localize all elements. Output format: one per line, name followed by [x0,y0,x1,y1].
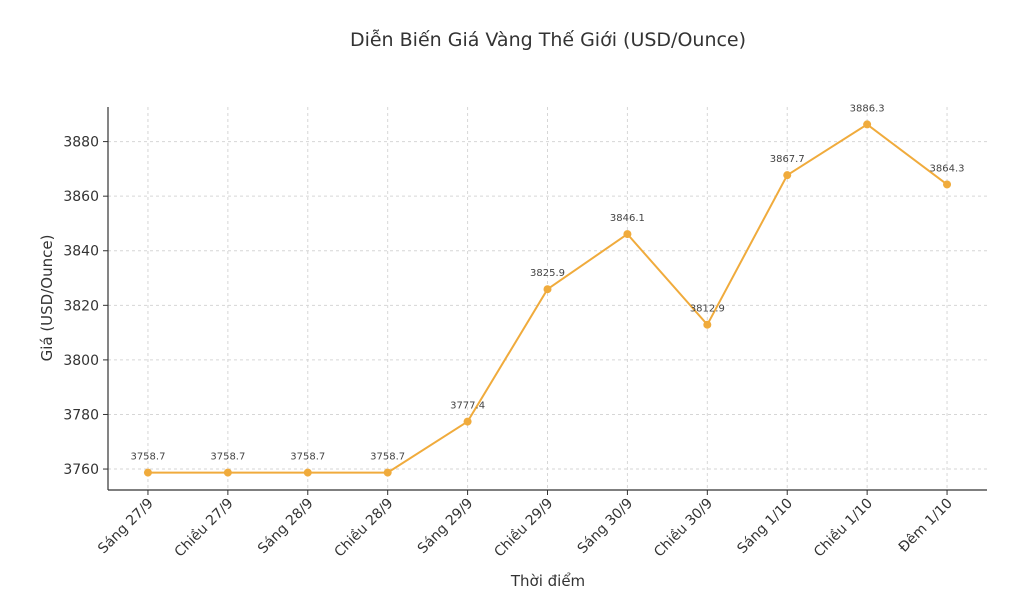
point [223,468,232,477]
point [543,285,552,294]
x-tick-label: Chiều 30/9 [650,495,716,561]
y-tick-label: 3820 [63,298,99,314]
x-tick-label: Chiều 28/9 [331,495,397,561]
x-axis-label: Thời điểm [510,572,585,590]
value-label: 3758.7 [370,452,405,463]
x-tick-label: Sáng 28/9 [255,496,317,558]
y-tick-label: 3860 [63,189,99,205]
y-tick-label: 3880 [63,135,99,151]
y-tick-label: 3760 [63,462,99,478]
x-tick-label: Sáng 27/9 [95,496,157,558]
value-label: 3864.3 [930,163,965,174]
point [463,417,472,426]
x-tick-label: Chiều 1/10 [810,495,876,561]
value-label: 3812.9 [690,304,725,315]
value-label: 3886.3 [850,103,885,114]
x-tick-label: Đêm 1/10 [896,496,956,556]
point [703,320,712,329]
value-label: 3867.7 [770,154,805,165]
value-label: 3825.9 [530,268,565,279]
x-tick-label: Sáng 1/10 [734,496,796,558]
x-tick-label: Sáng 29/9 [415,496,477,558]
point [143,468,152,477]
point [943,180,952,189]
value-label: 3758.7 [130,452,165,463]
y-axis-label: Giá (USD/Ounce) [38,235,56,362]
point [863,120,872,129]
point [783,171,792,180]
point [303,468,312,477]
value-label: 3846.1 [610,213,645,224]
point [383,468,392,477]
chart-title: Diễn Biến Giá Vàng Thế Giới (USD/Ounce) [350,28,746,51]
point [623,230,632,239]
x-tick-label: Chiều 29/9 [491,495,557,561]
x-tick-label: Sáng 30/9 [575,496,637,558]
value-label: 3777.4 [450,401,485,412]
y-tick-label: 3780 [63,407,99,423]
y-tick-label: 3800 [63,353,99,369]
x-tick-label: Chiều 27/9 [171,495,237,561]
y-tick-label: 3840 [63,244,99,260]
value-label: 3758.7 [210,452,245,463]
value-label: 3758.7 [290,452,325,463]
